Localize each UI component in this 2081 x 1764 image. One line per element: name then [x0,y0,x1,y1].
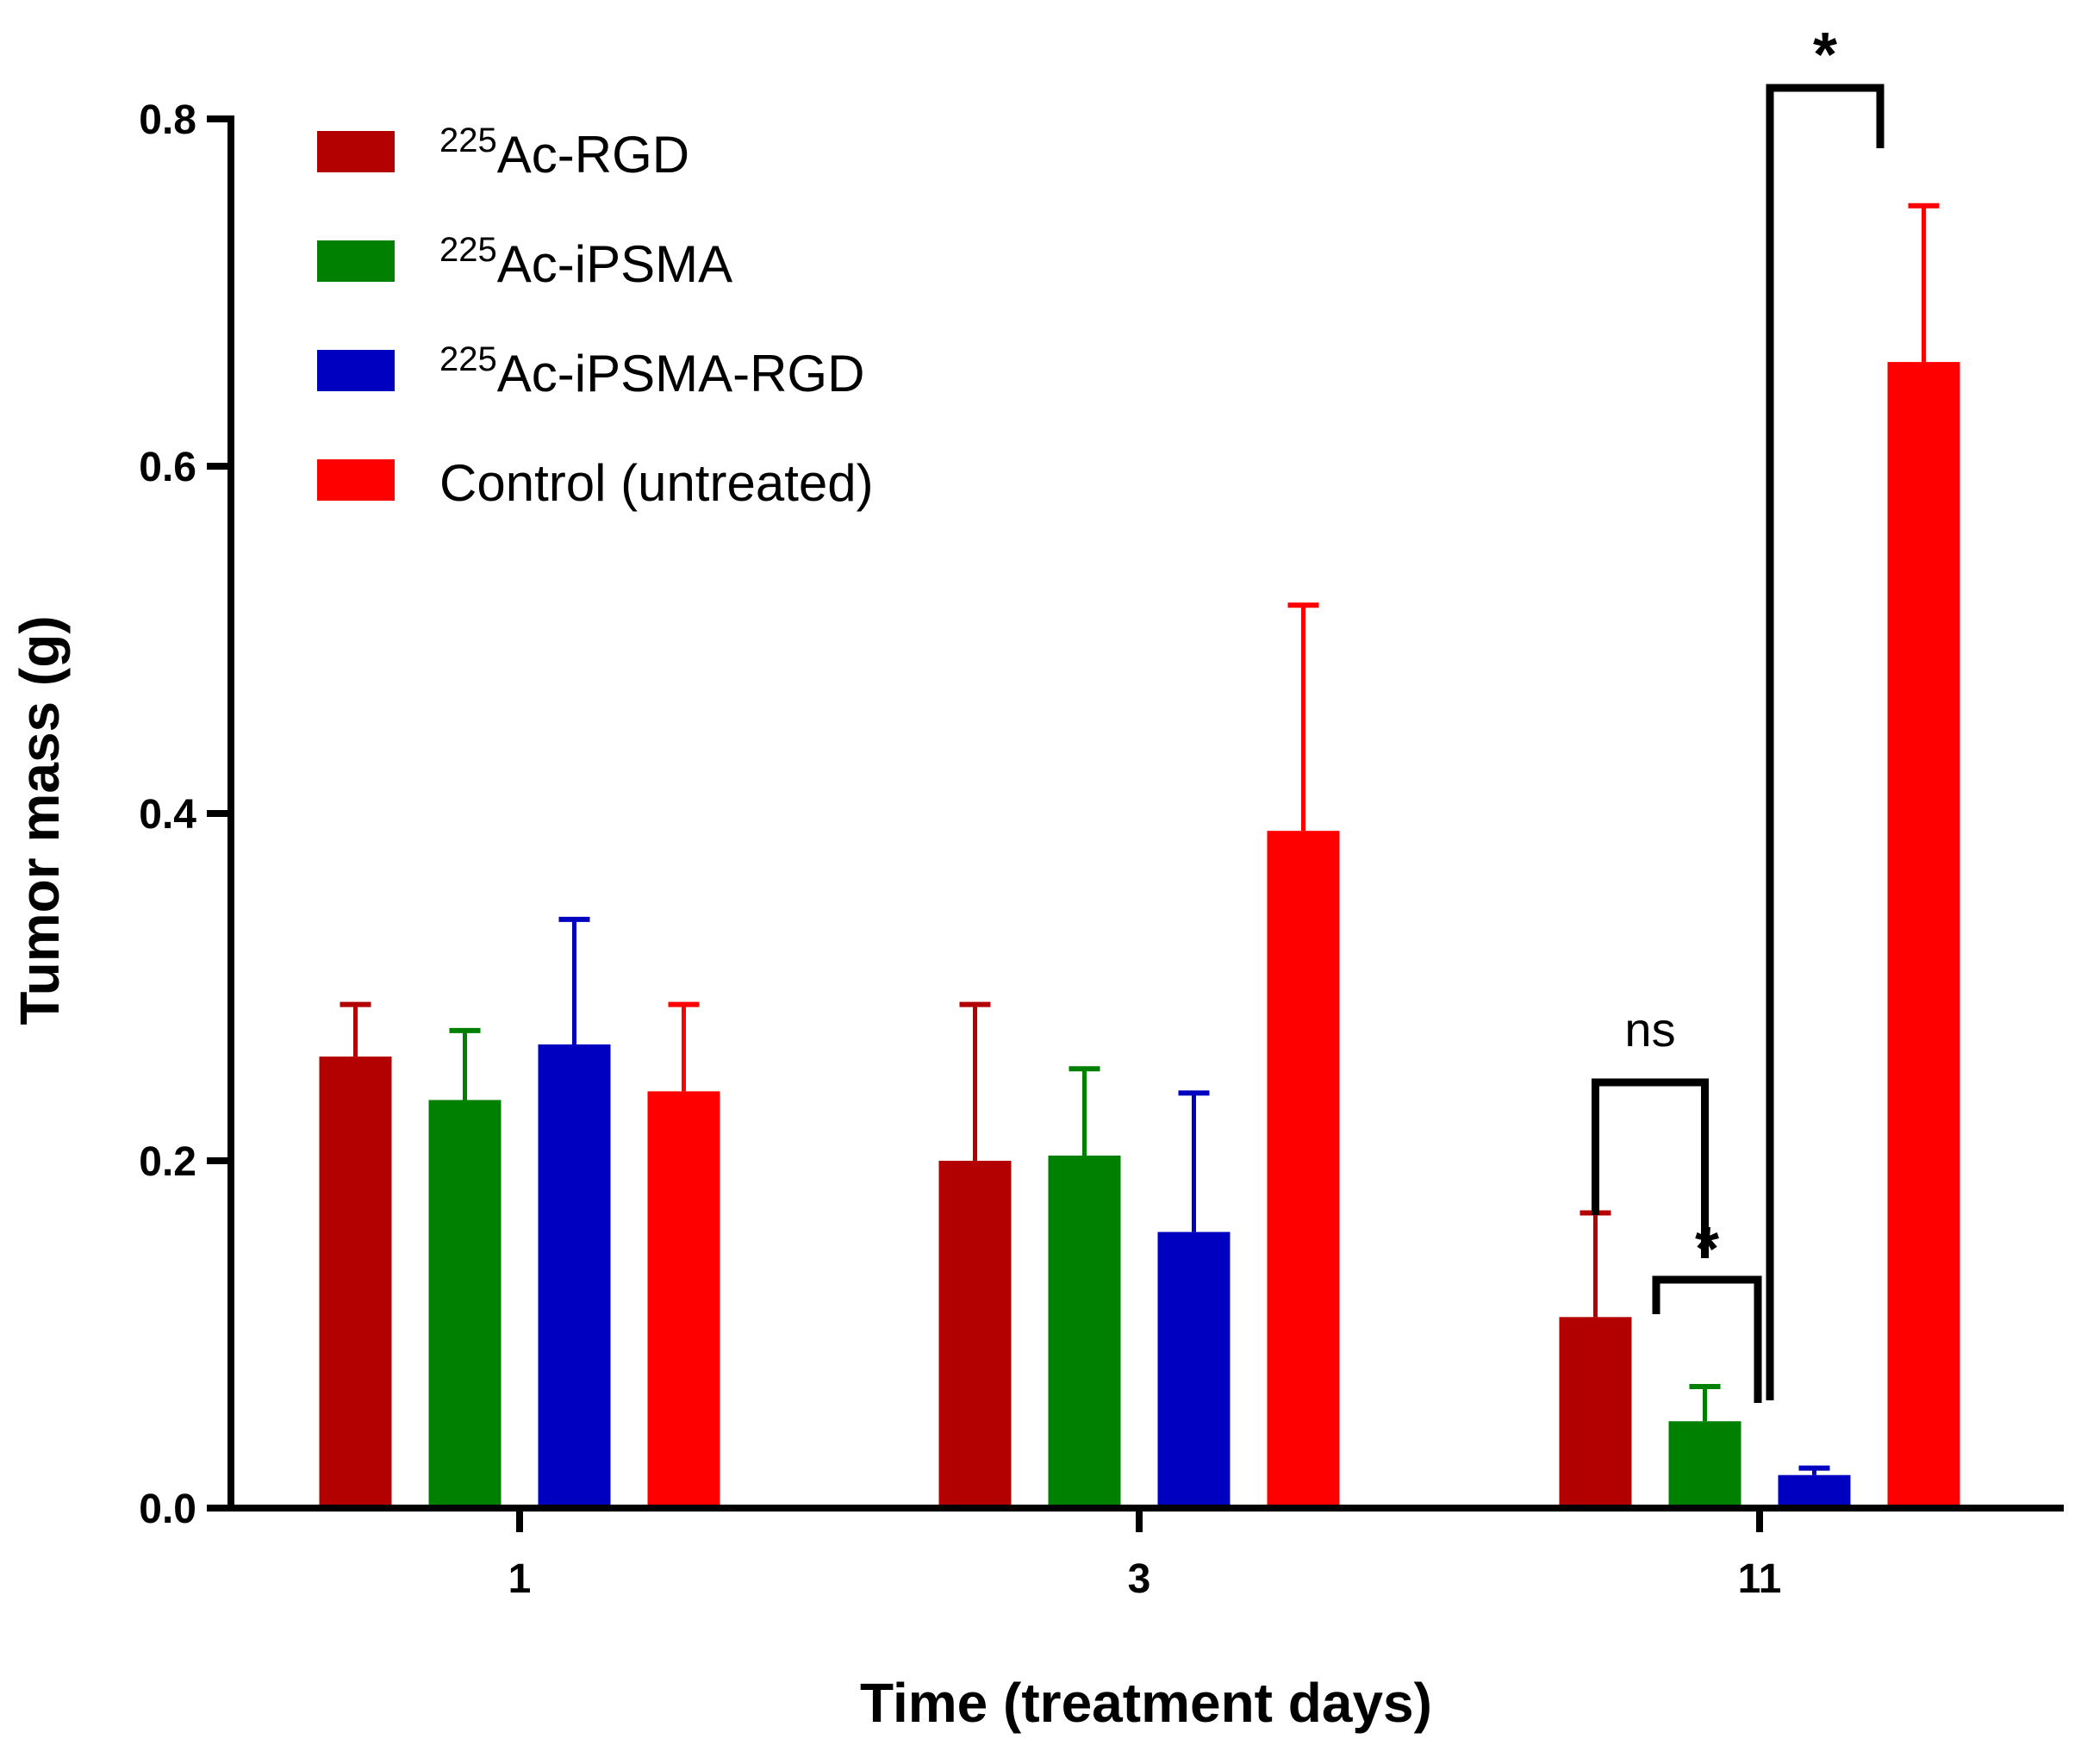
legend-swatch [317,131,395,172]
bar-ac-rgd-day-1 [319,1057,392,1508]
legend-swatch [317,459,395,501]
legend: 225Ac-RGD225Ac-iPSMA225Ac-iPSMA-RGDContr… [317,122,874,512]
legend-series-name: Ac-iPSMA-RGD [497,345,865,402]
bar-ac-rgd-day-3 [938,1161,1012,1508]
legend-label: 225Ac-iPSMA [439,231,732,293]
x-tick-label: 3 [1128,1556,1151,1602]
legend-label: Control (untreated) [439,454,874,512]
legend-swatch [317,350,395,391]
y-tick-label: 0.6 [139,445,196,490]
y-axis-title: Tumor mass (g) [9,615,71,1025]
bar-ac-ipsma-day-11 [1668,1421,1741,1508]
significance-label: * [1695,1215,1719,1284]
bar-control-untreated--day-3 [1267,831,1340,1508]
y-tick-label: 0.4 [139,792,196,838]
x-tick-label: 11 [1738,1556,1782,1602]
legend-series-name: Ac-RGD [497,126,689,184]
y-tick-label: 0.2 [139,1139,196,1185]
legend-swatch [317,240,395,282]
bar-ac-ipsma-day-1 [428,1100,502,1508]
y-tick-label: 0.8 [139,97,196,143]
significance-label: ns [1624,1002,1675,1057]
bar-ac-ipsma-rgd-day-11 [1778,1474,1851,1508]
bar-control-untreated--day-11 [1887,362,1960,1509]
legend-isotope-superscript: 225 [439,122,497,159]
bar-ac-ipsma-rgd-day-3 [1157,1231,1231,1508]
significance-bracket [1592,1078,1709,1258]
significance-bracket [1652,1275,1762,1403]
significance-bracket [1766,84,1885,1400]
legend-series-name: Ac-iPSMA [497,235,732,293]
bar-ac-ipsma-rgd-day-1 [538,1044,611,1508]
bar-ac-rgd-day-11 [1559,1317,1632,1508]
bar-ac-ipsma-day-3 [1048,1155,1121,1508]
bar-control-untreated--day-1 [647,1091,720,1508]
legend-isotope-superscript: 225 [439,231,497,269]
y-tick-label: 0.0 [139,1487,196,1532]
axes: 0.0 0.2 0.4 0.6 0.8 1 3 11 [139,97,2064,1602]
bars [319,203,1960,1509]
x-axis-title: Time (treatment days) [860,1672,1432,1734]
legend-label: 225Ac-RGD [439,122,689,184]
significance-annotations: ns * * [1592,21,1885,1403]
x-tick-label: 1 [508,1556,532,1602]
significance-label: * [1813,21,1837,90]
legend-isotope-superscript: 225 [439,340,497,378]
legend-label: 225Ac-iPSMA-RGD [439,340,864,402]
